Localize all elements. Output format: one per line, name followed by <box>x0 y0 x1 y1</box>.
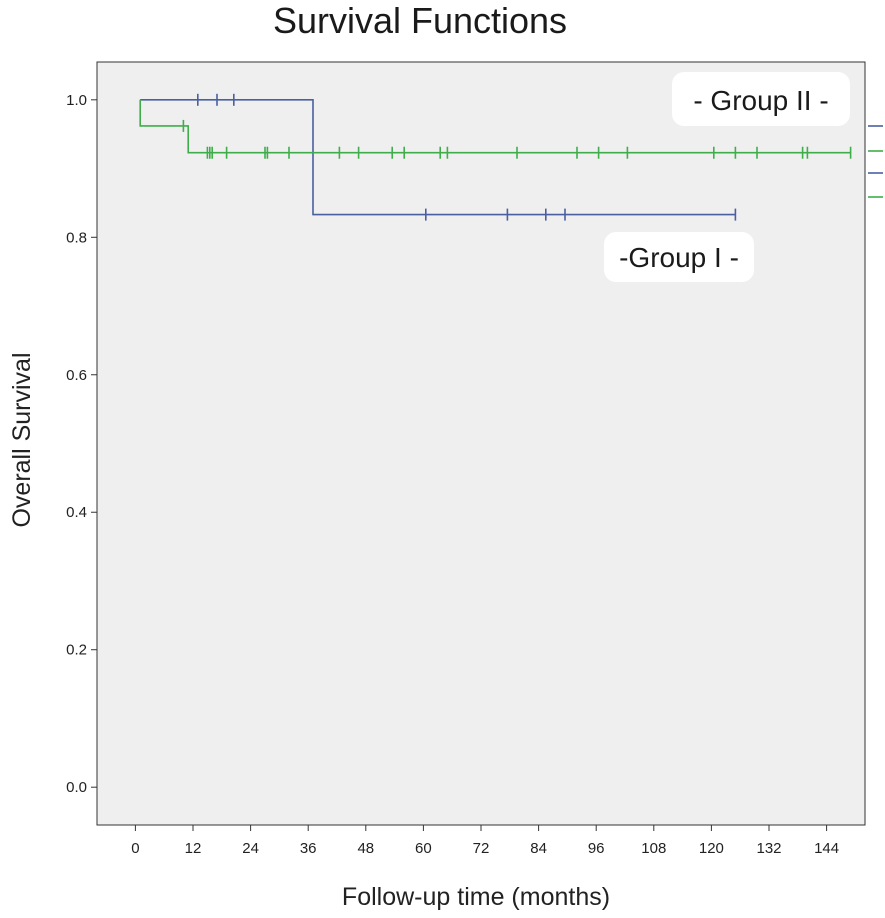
group-ii-annotation: - Group II - <box>672 72 850 126</box>
x-tick-label: 96 <box>588 840 605 857</box>
y-tick-label: 0.0 <box>66 779 87 796</box>
x-tick-label: 72 <box>473 840 490 857</box>
y-tick-label: 0.2 <box>66 642 87 659</box>
group-i-annotation-box <box>604 232 754 282</box>
survival-step-line <box>139 99 851 154</box>
chart-title: Survival Functions <box>273 0 567 41</box>
series-layer <box>139 93 852 221</box>
y-axis-label: Overall Survival <box>8 352 36 527</box>
series-1 <box>140 93 737 221</box>
group-ii-annotation-box <box>672 72 850 126</box>
x-axis: 0 12 24 36 48 60 72 84 96 108 120 132 144 <box>131 825 839 857</box>
y-tick-label: 1.0 <box>66 92 87 109</box>
group-i-annotation-text: -Group I - <box>619 242 739 273</box>
x-tick-label: 144 <box>814 840 839 857</box>
y-axis: 0.0 0.2 0.4 0.6 0.8 1.0 <box>66 92 97 796</box>
y-tick-label: 0.6 <box>66 367 87 384</box>
x-tick-label: 24 <box>242 840 259 857</box>
x-tick-label: 60 <box>415 840 432 857</box>
x-tick-label: 84 <box>530 840 547 857</box>
x-axis-label: Follow-up time (months) <box>342 883 610 911</box>
series-2 <box>139 99 852 159</box>
x-tick-label: 120 <box>699 840 724 857</box>
y-tick-label: 0.4 <box>66 504 87 521</box>
plot-area <box>96 61 866 826</box>
x-tick-label: 12 <box>185 840 202 857</box>
survival-step-line <box>140 99 736 216</box>
x-tick-label: 108 <box>641 840 666 857</box>
group-i-annotation: -Group I - <box>604 232 754 282</box>
y-tick-label: 0.8 <box>66 229 87 246</box>
x-tick-label: 0 <box>131 840 139 857</box>
group-ii-annotation-text: - Group II - <box>693 85 828 116</box>
x-tick-label: 48 <box>357 840 374 857</box>
x-tick-label: 132 <box>756 840 781 857</box>
x-tick-label: 36 <box>300 840 317 857</box>
legend-stubs <box>868 125 883 198</box>
